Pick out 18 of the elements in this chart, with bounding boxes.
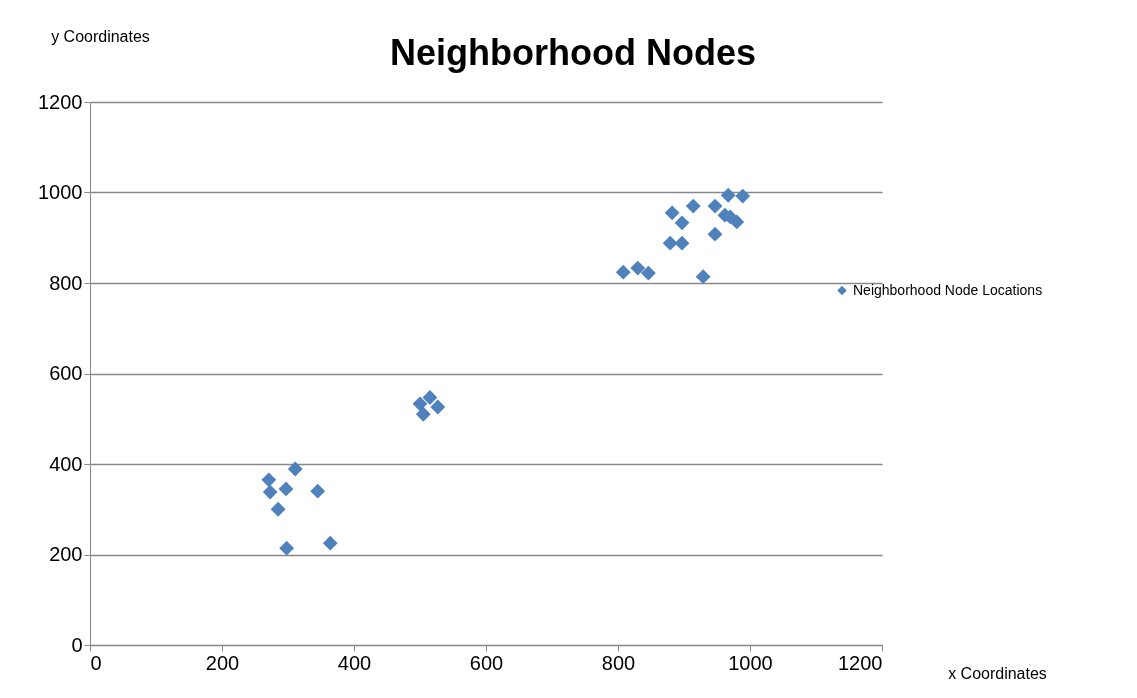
y-tick-label: 200 (49, 543, 83, 565)
x-tick-label: 200 (205, 651, 240, 674)
x-tick-label: 1000 (728, 651, 773, 674)
x-tick-label: 0 (90, 651, 102, 674)
y-tick-label: 0 (71, 633, 83, 656)
y-tick-label: 1200 (38, 90, 83, 113)
x-tick-label: 600 (469, 651, 504, 674)
y-tick-label: 600 (49, 362, 83, 384)
chart-title: Neighborhood Nodes (390, 32, 756, 73)
y-tick-label: 400 (49, 452, 83, 475)
y-tick-label: 1000 (38, 181, 83, 203)
x-axis-title: x Coordinates (948, 664, 1047, 682)
x-tick-label: 400 (337, 651, 372, 674)
y-axis-title: y Coordinates (51, 27, 150, 45)
legend-label: Neighborhood Node Locations (853, 281, 1043, 298)
x-tick-label: 1200 (838, 651, 883, 674)
y-tick-label: 800 (49, 271, 83, 294)
x-tick-label: 800 (601, 651, 636, 674)
